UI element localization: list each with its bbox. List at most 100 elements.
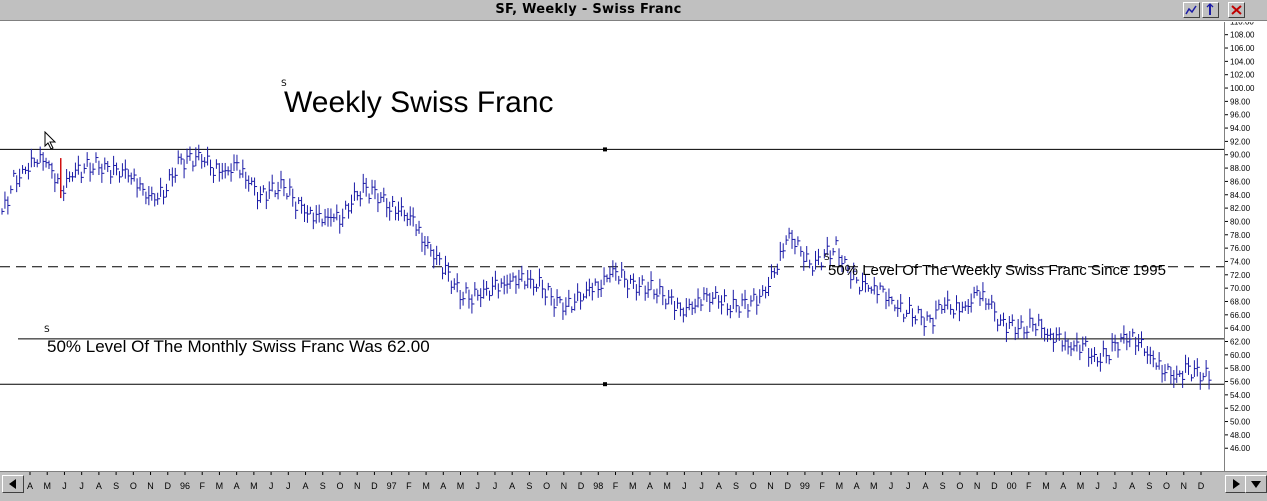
- x-tick-label: F: [1026, 481, 1032, 491]
- x-tick-label: F: [819, 481, 825, 491]
- x-tick-label: S: [1146, 481, 1152, 491]
- x-tick-label: O: [130, 481, 137, 491]
- x-tick-label: M: [870, 481, 878, 491]
- scroll-left-button[interactable]: [2, 475, 24, 493]
- x-tick-label: A: [234, 481, 240, 491]
- x-tick-label: J: [475, 481, 480, 491]
- x-tick-label: A: [1060, 481, 1066, 491]
- x-tick-label: M: [43, 481, 51, 491]
- x-tick-label: O: [750, 481, 757, 491]
- x-tick-label: 99: [800, 481, 810, 491]
- close-button[interactable]: [1228, 2, 1245, 18]
- scroll-down-icon: [1251, 481, 1261, 488]
- chart-style-button[interactable]: [1183, 2, 1200, 18]
- chart-title: Weekly Swiss Franc: [284, 86, 554, 119]
- y-tick-label: 82.00: [1230, 204, 1251, 213]
- y-tick-label: 50.00: [1230, 418, 1251, 427]
- cursor-arrow-icon: [44, 131, 57, 150]
- x-tick-label: S: [733, 481, 739, 491]
- x-tick-label: A: [96, 481, 102, 491]
- x-tick-label: M: [1042, 481, 1050, 491]
- y-tick-label: 90.00: [1230, 151, 1251, 160]
- x-tick-label: O: [543, 481, 550, 491]
- x-tick-label: M: [216, 481, 224, 491]
- x-tick-label: D: [991, 481, 998, 491]
- x-tick-label: J: [286, 481, 291, 491]
- y-tick-label: 106.00: [1230, 44, 1255, 53]
- x-tick-label: J: [493, 481, 498, 491]
- x-tick-label: D: [165, 481, 172, 491]
- monthly-marker: S: [44, 325, 50, 335]
- y-tick-label: 48.00: [1230, 431, 1251, 440]
- y-tick-label: 100.00: [1230, 84, 1255, 93]
- scroll-down-button[interactable]: [1245, 475, 1267, 493]
- window-titlebar: SF, Weekly - Swiss Franc: [0, 0, 1267, 21]
- x-tick-label: J: [906, 481, 911, 491]
- x-tick-label: O: [956, 481, 963, 491]
- y-tick-label: 54.00: [1230, 391, 1251, 400]
- y-tick-label: 94.00: [1230, 124, 1251, 133]
- window-title: SF, Weekly - Swiss Franc: [495, 2, 682, 17]
- y-tick-label: 76.00: [1230, 244, 1251, 253]
- x-tick-label: A: [1129, 481, 1135, 491]
- y-tick-label: 102.00: [1230, 71, 1255, 80]
- y-tick-label: 98.00: [1230, 97, 1251, 106]
- y-tick-label: 110.00: [1230, 22, 1254, 26]
- x-tick-label: J: [889, 481, 894, 491]
- x-tick-label: N: [974, 481, 981, 491]
- y-tick-label: 68.00: [1230, 297, 1251, 306]
- y-tick-label: 92.00: [1230, 137, 1251, 146]
- x-tick-label: J: [1095, 481, 1100, 491]
- x-tick-label: 98: [593, 481, 603, 491]
- y-tick-label: 46.00: [1230, 444, 1251, 453]
- x-tick-label: A: [27, 481, 33, 491]
- x-tick-label: F: [613, 481, 619, 491]
- y-tick-label: 72.00: [1230, 271, 1251, 280]
- x-tick-label: N: [561, 481, 568, 491]
- x-tick-label: M: [250, 481, 258, 491]
- y-tick-label: 64.00: [1230, 324, 1251, 333]
- y-tick-label: 78.00: [1230, 231, 1251, 240]
- x-tick-label: F: [199, 481, 205, 491]
- y-tick-label: 58.00: [1230, 364, 1251, 373]
- y-tick-label: 70.00: [1230, 284, 1251, 293]
- weekly-50-label: 50% Level Of The Weekly Swiss Franc Sinc…: [828, 262, 1166, 279]
- y-tick-label: 86.00: [1230, 177, 1251, 186]
- x-tick-label: N: [1181, 481, 1188, 491]
- x-tick-label: O: [1163, 481, 1170, 491]
- x-tick-label: D: [578, 481, 585, 491]
- y-tick-label: 74.00: [1230, 257, 1251, 266]
- y-tick-label: 60.00: [1230, 351, 1251, 360]
- scroll-right-button[interactable]: [1225, 475, 1247, 493]
- x-tick-label: M: [663, 481, 671, 491]
- x-tick-label: A: [509, 481, 515, 491]
- y-axis: 112.00110.00108.00106.00104.00102.00100.…: [1224, 22, 1255, 471]
- price-chart: [0, 144, 1224, 390]
- x-tick-label: J: [62, 481, 67, 491]
- scale-button[interactable]: [1202, 2, 1219, 18]
- x-tick-label: S: [113, 481, 119, 491]
- x-tick-label: 96: [180, 481, 190, 491]
- weekly-marker: S: [824, 253, 830, 263]
- x-tick-label: A: [647, 481, 653, 491]
- chart-style-icon: [1185, 5, 1197, 15]
- y-tick-label: 88.00: [1230, 164, 1251, 173]
- y-tick-label: 84.00: [1230, 191, 1251, 200]
- x-tick-label: J: [699, 481, 704, 491]
- y-tick-label: 52.00: [1230, 404, 1251, 413]
- y-tick-label: 96.00: [1230, 111, 1251, 120]
- y-tick-label: 104.00: [1230, 57, 1255, 66]
- close-icon: [1231, 5, 1242, 15]
- x-tick-label: N: [354, 481, 361, 491]
- x-tick-label: N: [767, 481, 774, 491]
- x-tick-label: 00: [1007, 481, 1017, 491]
- x-tick-label: O: [336, 481, 343, 491]
- monthly-50-label: 50% Level Of The Monthly Swiss Franc Was…: [47, 337, 430, 356]
- y-tick-label: 108.00: [1230, 31, 1255, 40]
- x-tick-label: 97: [387, 481, 397, 491]
- x-tick-label: A: [440, 481, 446, 491]
- x-tick-label: J: [269, 481, 274, 491]
- x-tick-label: S: [526, 481, 532, 491]
- x-tick-label: S: [940, 481, 946, 491]
- x-tick-label: J: [79, 481, 84, 491]
